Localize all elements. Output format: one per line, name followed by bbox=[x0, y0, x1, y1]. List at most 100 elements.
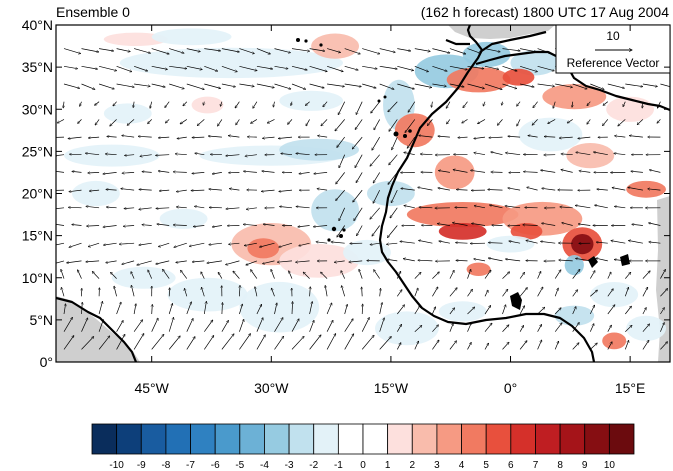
wind-vector bbox=[379, 83, 394, 89]
lon-tick-label: 15°W bbox=[374, 380, 409, 396]
anomaly-region bbox=[191, 96, 224, 114]
wind-vector bbox=[309, 320, 314, 332]
wind-vector bbox=[414, 83, 432, 88]
wind-vector bbox=[414, 65, 429, 71]
colorbar-swatch bbox=[264, 423, 290, 455]
wind-vector bbox=[103, 242, 117, 245]
wind-vector bbox=[168, 303, 172, 315]
wind-vector bbox=[344, 304, 348, 315]
colorbar-swatch bbox=[165, 423, 191, 455]
wind-vector bbox=[69, 242, 82, 247]
wind-vector bbox=[291, 319, 299, 332]
wind-vector bbox=[438, 136, 450, 137]
wind-vector bbox=[288, 119, 293, 124]
wind-vector bbox=[624, 287, 628, 297]
wind-vector bbox=[222, 303, 223, 315]
wind-vector bbox=[379, 318, 385, 332]
wind-vector bbox=[336, 189, 345, 201]
wind-vector bbox=[318, 136, 328, 137]
wind-vector bbox=[106, 260, 117, 263]
wind-vector bbox=[474, 153, 486, 156]
wind-vector bbox=[116, 83, 135, 87]
wind-vector bbox=[572, 343, 579, 350]
wind-vector bbox=[57, 119, 65, 123]
wind-vector bbox=[472, 223, 486, 226]
wind-vector bbox=[271, 288, 275, 297]
wind-vector bbox=[419, 207, 433, 208]
wind-vector bbox=[63, 336, 74, 350]
wind-vector bbox=[176, 207, 187, 208]
wind-vector bbox=[596, 258, 608, 262]
wind-vector bbox=[387, 259, 398, 262]
wind-vector bbox=[291, 65, 307, 70]
wind-vector bbox=[325, 285, 328, 297]
wind-vector bbox=[327, 48, 341, 53]
wind-vector bbox=[107, 136, 117, 137]
wind-vector bbox=[309, 302, 313, 315]
wind-vector bbox=[502, 289, 508, 297]
colorbar-label: -1 bbox=[334, 460, 343, 471]
anomaly-region bbox=[462, 41, 511, 68]
wind-vector bbox=[572, 83, 587, 89]
wind-vector bbox=[186, 65, 203, 69]
wind-vector bbox=[137, 260, 152, 265]
wind-vector bbox=[467, 83, 485, 89]
wind-vector bbox=[133, 320, 143, 332]
anomaly-region bbox=[64, 144, 160, 167]
wind-vector bbox=[158, 137, 170, 138]
wind-vector bbox=[296, 153, 310, 156]
wind-vector bbox=[292, 302, 293, 315]
wind-vector bbox=[56, 171, 65, 173]
wind-vector bbox=[63, 65, 78, 68]
wind-vector bbox=[201, 287, 205, 297]
wind-vector bbox=[374, 270, 380, 279]
wind-vector bbox=[326, 65, 343, 71]
wind-vector bbox=[467, 269, 471, 279]
wind-vector bbox=[380, 288, 381, 297]
wind-vector bbox=[474, 136, 486, 139]
wind-vector bbox=[471, 170, 486, 173]
wind-vector bbox=[484, 323, 492, 332]
wind-vector bbox=[184, 288, 188, 297]
wind-vector bbox=[489, 205, 503, 209]
wind-vector bbox=[140, 154, 152, 157]
wind-vector bbox=[321, 272, 328, 279]
wind-vector bbox=[92, 271, 100, 279]
wind-vector bbox=[544, 137, 556, 138]
wind-vector bbox=[208, 136, 222, 137]
wind-vector bbox=[660, 269, 665, 279]
wind-vector bbox=[625, 83, 643, 87]
anomaly-region bbox=[434, 155, 475, 190]
wind-vector bbox=[449, 270, 454, 279]
wind-vector bbox=[259, 242, 275, 247]
wind-vector bbox=[186, 318, 193, 332]
wind-vector bbox=[419, 136, 433, 138]
wind-vector bbox=[523, 225, 538, 226]
wind-vector bbox=[502, 342, 510, 350]
wind-vector bbox=[449, 48, 466, 54]
wind-vector bbox=[204, 335, 214, 350]
colorbar-label: 6 bbox=[508, 460, 514, 471]
wind-vector bbox=[648, 189, 661, 191]
wind-vector bbox=[63, 48, 81, 54]
longitude-axis: 45°W 30°W 15°W 0° 15°E bbox=[134, 25, 645, 396]
anomaly-region bbox=[510, 223, 543, 240]
wind-vector bbox=[67, 260, 82, 263]
wind-vector bbox=[349, 261, 363, 262]
wind-vector bbox=[379, 336, 392, 350]
wind-vector bbox=[99, 65, 117, 70]
wind-vector bbox=[533, 101, 538, 108]
wind-vector bbox=[404, 206, 415, 209]
wind-vector bbox=[281, 154, 293, 155]
wind-vector bbox=[239, 285, 240, 297]
wind-vector bbox=[174, 242, 187, 247]
wind-vector bbox=[278, 136, 293, 138]
wind-vector bbox=[554, 323, 562, 332]
wind-vector bbox=[660, 289, 667, 297]
wind-vector bbox=[131, 285, 135, 297]
colorbar-label: 3 bbox=[434, 460, 440, 471]
wind-vector bbox=[401, 188, 415, 191]
wind-vector bbox=[151, 318, 158, 332]
wind-vector bbox=[625, 272, 631, 279]
wind-vector bbox=[572, 322, 580, 332]
